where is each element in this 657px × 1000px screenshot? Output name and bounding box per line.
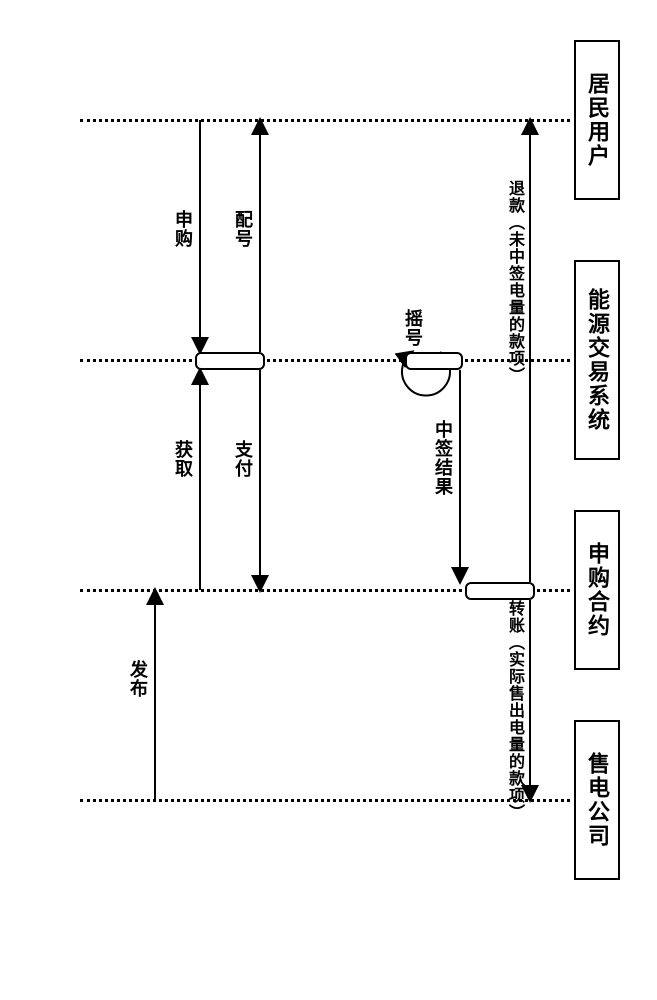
- lifeline-resident-user: [80, 119, 570, 122]
- participant-label: 居民用户: [581, 72, 613, 168]
- lifeline-power-company: [80, 799, 570, 802]
- msg-lottery-label: 摇号: [400, 309, 426, 347]
- msg-result-label: 中签结果: [430, 420, 456, 496]
- msg-publish-label: 发布: [125, 660, 151, 698]
- msg-refund-label: 退款（未中签电量的款项）: [502, 180, 526, 384]
- msg-pay-label: 支付: [230, 440, 256, 478]
- participant-power-company: 售电公司: [574, 720, 620, 880]
- participant-label: 售电公司: [581, 752, 613, 848]
- msg-fetch-label: 获取: [170, 440, 196, 478]
- participant-resident-user: 居民用户: [574, 40, 620, 200]
- activation-contract-1: [465, 582, 535, 600]
- msg-apply-label: 申购: [170, 210, 196, 248]
- lifeline-energy-system: [80, 359, 570, 362]
- activation-energy-2: [405, 352, 463, 370]
- participant-energy-trading-system: 能源交易系统: [574, 260, 620, 460]
- participant-label: 申购合约: [581, 542, 613, 638]
- participant-subscription-contract: 申购合约: [574, 510, 620, 670]
- msg-assign-label: 配号: [230, 210, 256, 248]
- msg-transfer-label: 转账（实际售出电量的款项）: [502, 600, 526, 821]
- sequence-arrows-overlay: [0, 0, 657, 1000]
- activation-energy-1: [195, 352, 265, 370]
- participant-label: 能源交易系统: [581, 288, 613, 432]
